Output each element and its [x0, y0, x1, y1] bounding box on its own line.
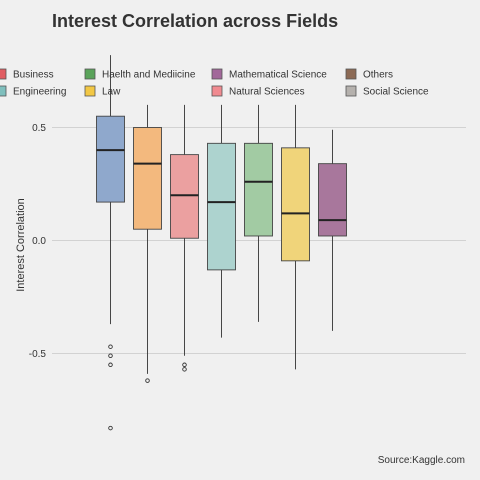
legend: Business Engineering Haelth and Mediicine L…: [0, 69, 429, 98]
y-tick-label: 0.5: [32, 123, 46, 134]
y-tick-label: -0.5: [29, 349, 47, 360]
legend-entry-label: Haelth and Mediicine: [102, 70, 196, 81]
box-body: [171, 155, 199, 239]
box-5: [245, 105, 273, 322]
box-3: [171, 105, 199, 371]
boxes: [97, 55, 347, 430]
legend-swatch: [85, 69, 95, 79]
chart-title: Interest Correlation across Fields: [52, 11, 338, 31]
legend-entry-label: Law: [102, 87, 121, 98]
y-axis-label: Interest Correlation: [15, 198, 27, 292]
legend-swatch: [212, 69, 222, 79]
box-body: [208, 143, 236, 270]
box-body: [245, 143, 273, 236]
box-6: [282, 105, 310, 369]
outlier-point: [146, 379, 150, 383]
legend-entry-label: Mathematical Science: [229, 70, 327, 81]
outlier-point: [183, 363, 187, 367]
outlier-point: [109, 345, 113, 349]
box-7: [319, 130, 347, 331]
legend-entry-label: Others: [363, 70, 393, 81]
legend-entry-label: Engineering: [13, 87, 66, 98]
legend-swatch: [212, 86, 222, 96]
legend-entry-label: Natural Sciences: [229, 87, 305, 98]
outlier-point: [183, 368, 187, 372]
box-1: [97, 55, 125, 430]
outlier-point: [109, 354, 113, 358]
legend-entry-label: Social Science: [363, 87, 429, 98]
box-body: [97, 116, 125, 202]
box-2: [134, 105, 162, 383]
legend-swatch: [85, 86, 95, 96]
y-axis-ticks: -0.5 0.0 0.5: [29, 123, 47, 360]
box-body: [319, 164, 347, 236]
y-tick-label: 0.0: [32, 236, 46, 247]
box-body: [282, 148, 310, 261]
legend-swatch: [0, 86, 6, 96]
outlier-point: [109, 363, 113, 367]
legend-entry-label: Business: [13, 70, 54, 81]
outlier-point: [109, 426, 113, 430]
legend-swatch: [0, 69, 6, 79]
legend-swatch: [346, 69, 356, 79]
source-caption: Source:Kaggle.com: [378, 455, 465, 466]
box-4: [208, 105, 236, 338]
legend-swatch: [346, 86, 356, 96]
box-body: [134, 128, 162, 230]
